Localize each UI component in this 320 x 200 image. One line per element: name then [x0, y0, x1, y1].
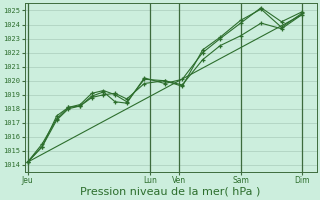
X-axis label: Pression niveau de la mer( hPa ): Pression niveau de la mer( hPa )	[80, 187, 261, 197]
